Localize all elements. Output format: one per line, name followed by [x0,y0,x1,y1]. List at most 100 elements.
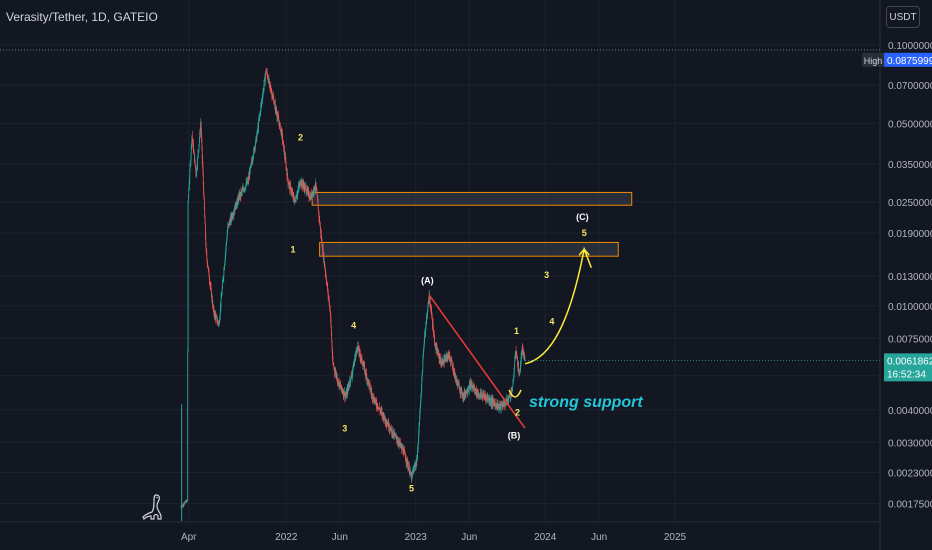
candle-body [320,234,322,241]
candle-body [259,114,261,117]
wave-label: 5 [582,228,587,238]
last-price-value: 0.0061862 [887,356,932,367]
candle-body [369,389,371,390]
candle-body [522,347,523,349]
x-tick-label: Jun [461,532,477,543]
candle-body [400,442,401,446]
candle-body [266,71,267,72]
candle-body [508,397,510,401]
candle-body [227,225,229,232]
candle-body [394,433,396,435]
candle-body [193,150,195,153]
candle-body [231,215,233,218]
candle-body [307,189,308,191]
candle-body [435,348,437,350]
candle-body [336,378,338,380]
candle-body [216,315,217,317]
candle-body [250,163,252,165]
candle-body [374,400,376,402]
wave-label: 3 [342,424,347,434]
candle-body [208,270,210,277]
y-tick-label: 0.0130000 [888,272,932,283]
candle-body [477,392,479,395]
candle-body [223,268,225,270]
candle-body [219,307,221,316]
wave-label: (C) [576,212,589,222]
candle-body [313,190,314,193]
candle-body [458,383,460,386]
candle-body [518,366,519,372]
candle-body [356,349,358,351]
candle-body [520,357,522,365]
candle-body [380,409,382,411]
candle-body [455,379,457,381]
candle-body [341,385,343,389]
candle-body [353,361,355,363]
candle-body [402,448,404,453]
candle-body [513,377,515,381]
candle-body [281,131,283,134]
candle-body [364,365,366,372]
candle-body [259,112,261,115]
candle-body [392,434,394,435]
candle-body [410,471,412,475]
candle-body [377,407,379,409]
candle-body [332,356,334,362]
candle-body [190,146,192,156]
candle-body [432,323,434,332]
candle-body [222,280,224,283]
candle-body [294,201,295,202]
candle-body [422,359,424,372]
candle-body [224,260,226,265]
y-tick-label: 0.0030000 [888,438,932,449]
candle-body [416,458,418,462]
candle-body [372,399,374,401]
candle-body [417,449,418,459]
candle-body [224,264,225,269]
candle-body [315,182,317,188]
candle-body [314,187,316,189]
candle-body [334,370,336,373]
candle-body [348,385,350,387]
candle-body [328,295,329,298]
candle-body [209,284,211,287]
time-axis[interactable]: Apr 2022 Jun 2023 Jun 2024 Jun 2025 [181,532,687,543]
candle-body [290,185,291,187]
candle-body [508,396,510,398]
candle-body [192,141,194,143]
candle-body [484,395,485,397]
candle-body [470,382,472,384]
candle-body [430,307,432,308]
candle-body [188,190,190,196]
candle-body [433,331,434,334]
candle-body [414,465,416,467]
candle-body [316,187,317,191]
candle-body [510,396,511,397]
candle-body [463,394,465,399]
x-tick-label: 2025 [664,532,687,543]
candle-body [339,382,341,385]
candle-body [225,243,227,246]
candle-body [274,103,276,110]
candle-body [349,384,350,386]
candle-body [210,286,212,288]
candle-body [362,364,364,367]
candle-body [346,391,348,396]
candle-body [251,160,252,164]
candle-body [375,399,377,402]
candle-body [444,361,445,363]
candle-body [441,364,443,366]
candle-body [436,347,438,348]
candle-body [461,388,462,390]
candle-body [513,367,515,373]
candle-body [191,135,193,139]
candle-body [389,428,391,430]
candle-body [273,97,274,100]
candle-body [522,349,524,355]
candle-body [316,193,318,197]
currency-button[interactable]: USDT [886,6,920,28]
candle-body [291,191,293,193]
candle-body [444,358,446,362]
candle-body [217,320,219,323]
